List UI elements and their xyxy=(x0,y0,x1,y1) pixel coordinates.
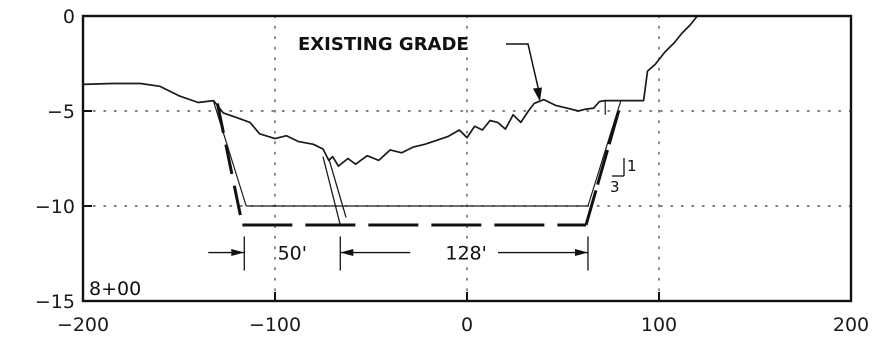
y-tick-label-3: −15 xyxy=(35,291,75,313)
x-tick-label-0: −200 xyxy=(57,314,109,336)
outer-left-slope xyxy=(215,103,244,226)
dimension-label-50: 50' xyxy=(278,243,307,265)
outer-right-slope xyxy=(584,110,621,226)
plot-area xyxy=(82,15,699,271)
existing-grade-leader-arrow xyxy=(506,43,542,102)
grid-lines xyxy=(82,15,852,302)
dimension-label-128: 128' xyxy=(445,243,487,265)
slope-rise-label: 1 xyxy=(627,157,637,175)
slope-run-label: 3 xyxy=(610,178,620,196)
dim1-left-arrow xyxy=(340,249,354,257)
x-tick-label-3: 100 xyxy=(641,314,677,336)
station-label: 8+00 xyxy=(89,278,141,300)
slope-indicator xyxy=(612,158,625,177)
x-tick-label-1: −100 xyxy=(249,314,301,336)
existing-grade-line xyxy=(82,15,699,167)
axis-ticks: −200 −100 0 100 200 0 −5 −10 −15 xyxy=(35,6,869,336)
y-tick-label-0: 0 xyxy=(63,6,75,28)
mid-wall-a xyxy=(322,156,341,226)
leader-arrowhead xyxy=(532,87,542,102)
dimension-lines xyxy=(208,236,589,271)
dim0-left-arrow xyxy=(231,249,245,257)
inner-left-slope xyxy=(212,101,247,207)
x-tick-label-2: 0 xyxy=(461,314,473,336)
mid-wall-b xyxy=(328,158,347,218)
dim1-right-arrow xyxy=(574,249,588,257)
y-tick-label-2: −10 xyxy=(35,196,75,218)
x-tick-label-4: 200 xyxy=(833,314,869,336)
leader-line xyxy=(506,43,540,92)
existing-grade-label: EXISTING GRADE xyxy=(298,34,469,55)
y-tick-label-1: −5 xyxy=(47,101,75,123)
channel-design-lines xyxy=(212,101,622,227)
